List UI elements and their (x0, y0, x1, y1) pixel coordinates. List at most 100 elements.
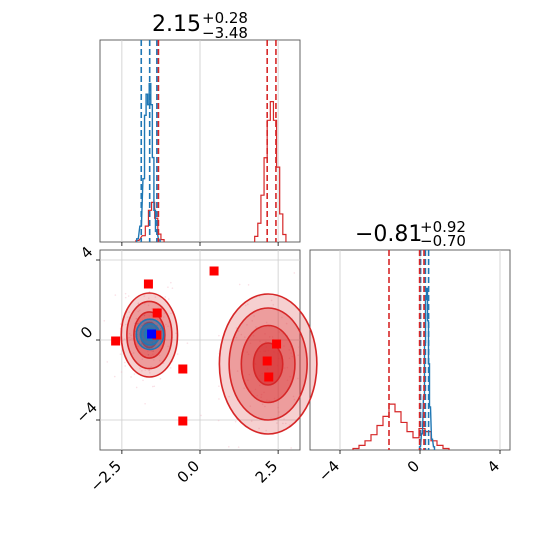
scatter-point (135, 386, 138, 389)
scatter-point (164, 296, 167, 298)
scatter-point (246, 351, 248, 353)
scatter-point (218, 398, 220, 400)
scatter-point (133, 373, 136, 375)
scatter-point (125, 323, 127, 326)
scatter-point (291, 355, 294, 358)
scatter-point (148, 369, 150, 372)
scatter-point (113, 375, 116, 378)
scatter-point (150, 314, 153, 317)
scatter-point (288, 424, 291, 426)
joint-xtick-label-2: 2.5 (252, 457, 282, 487)
scatter-point (138, 309, 141, 311)
scatter-point (237, 446, 240, 448)
y-marginal-red-hist (352, 403, 450, 450)
scatter-point (297, 377, 299, 380)
scatter-point (260, 393, 263, 396)
scatter-point (139, 325, 141, 328)
scatter-point (264, 333, 266, 335)
y-marginal-blue-hist (418, 287, 436, 450)
scatter-point (132, 352, 135, 354)
scatter-point (217, 419, 220, 422)
scatter-point (286, 366, 289, 369)
scatter-point (265, 429, 267, 432)
scatter-point (298, 346, 300, 348)
scatter-point (258, 295, 261, 298)
red-marker (111, 336, 121, 346)
scatter-point (256, 394, 259, 397)
scatter-point (277, 406, 279, 409)
scatter-point (144, 402, 146, 405)
joint-ytick-label-2: 4 (77, 243, 96, 262)
scatter-point (286, 379, 289, 382)
x-title-median: 2.15 (152, 12, 201, 37)
scatter-point (278, 331, 281, 333)
scatter-point (235, 336, 238, 339)
scatter-point (167, 345, 169, 348)
scatter-point (271, 336, 274, 338)
scatter-point (246, 324, 248, 326)
scatter-point (128, 340, 130, 342)
scatter-point (290, 447, 292, 449)
scatter-point (143, 314, 146, 317)
scatter-point (260, 396, 263, 399)
grid-lines (100, 40, 501, 450)
scatter-point (170, 312, 172, 315)
scatter-point (261, 403, 264, 406)
scatter-point (123, 338, 126, 340)
scatter-point (148, 315, 150, 317)
scatter-point (236, 370, 239, 372)
scatter-point (249, 342, 252, 345)
scatter-point (234, 420, 237, 423)
scatter-point (268, 336, 271, 338)
y-marginal-frame (309, 249, 511, 451)
joint-ytick-label-0: −4 (73, 398, 101, 426)
scatter-point (150, 350, 153, 352)
red-marker (178, 364, 188, 374)
scatter-point (152, 353, 154, 356)
scatter-point (137, 322, 139, 325)
scatter-point (244, 304, 247, 307)
scatter-point (144, 369, 147, 371)
scatter-point (264, 405, 266, 408)
scatter-point (151, 385, 154, 388)
scatter-point (148, 372, 151, 374)
scatter-point (238, 283, 241, 286)
scatter-point (276, 422, 278, 424)
x-title: 2.15 (152, 12, 201, 37)
red-marker (264, 372, 274, 382)
scatter-point (150, 355, 152, 358)
scatter-point (120, 371, 123, 373)
scatter-point (131, 337, 133, 340)
scatter-point (130, 376, 132, 378)
y-title-median: −0.81 (355, 222, 422, 247)
scatter-point (283, 418, 285, 420)
joint-xtick-label-0: −2.5 (87, 457, 125, 495)
scatter-point (247, 379, 249, 382)
scatter-point (160, 340, 162, 342)
scatter-point (127, 295, 130, 297)
scatter-point (126, 316, 129, 318)
scatter-point (135, 317, 138, 320)
joint-xtick-label-1: 0.0 (174, 457, 204, 487)
scatter-point (235, 327, 238, 329)
scatter-point (265, 340, 267, 343)
scatter-point (175, 332, 177, 335)
blue-marker (147, 329, 157, 339)
scatter-point (154, 296, 157, 298)
red-marker (152, 330, 162, 340)
scatter-point (176, 353, 179, 355)
scatter-point (289, 375, 291, 378)
scatter-point (266, 399, 268, 402)
scatter-point (265, 321, 268, 324)
scatter-point (273, 397, 276, 400)
scatter-point (283, 345, 285, 347)
scatter-point (137, 302, 140, 304)
scatter-point (247, 284, 250, 286)
scatter-point (163, 312, 166, 314)
scatter-point (124, 365, 126, 367)
scatter-point (228, 395, 230, 398)
scatter-point (255, 326, 257, 328)
y-marginal-histogram (352, 250, 450, 450)
y-title-minus: −0.70 (420, 232, 466, 250)
